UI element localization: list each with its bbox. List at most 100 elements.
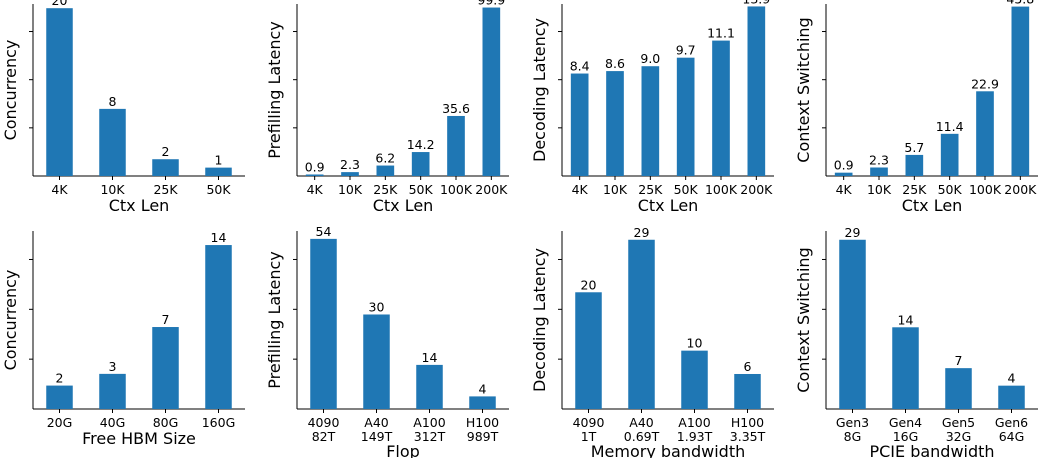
x-axis-label: Flop [386, 442, 420, 458]
bar [892, 327, 919, 409]
data-label: 8.4 [570, 59, 590, 74]
x-tick-label: 100K [440, 182, 473, 197]
data-label: 8.6 [605, 56, 625, 71]
bar [905, 154, 924, 176]
data-label: 7 [955, 353, 963, 368]
bar [641, 66, 660, 176]
bar [376, 165, 395, 176]
data-label: 2.3 [340, 157, 360, 172]
bar [363, 314, 390, 409]
x-tick-label: 25K [373, 182, 398, 197]
x-tick-label: 200K [475, 182, 508, 197]
x-tick-label: 80G [153, 415, 179, 430]
x-tick-label: 100K [705, 182, 738, 197]
x-tick-label: 10K [867, 182, 892, 197]
x-tick-label: 160G [202, 415, 236, 430]
data-label: 29 [845, 225, 861, 240]
x-tick-label: 0.69T [624, 429, 660, 444]
x-tick-label: 3.35T [730, 429, 766, 444]
x-tick-label: 64G [999, 429, 1025, 444]
bar [99, 108, 126, 176]
x-tick-label: 40G [100, 415, 126, 430]
bar [570, 73, 589, 176]
x-tick-label: 25K [902, 182, 927, 197]
x-tick-label: 25K [638, 182, 663, 197]
data-label: 2 [56, 371, 64, 386]
x-tick-label: Gen4 [889, 415, 922, 430]
bar [99, 373, 126, 409]
y-axis-label: Concurrency [1, 270, 20, 371]
x-tick-label: 989T [467, 429, 499, 444]
x-tick-label: 4K [307, 182, 324, 197]
y-axis-label: Prefilling Latency [265, 21, 284, 158]
data-label: 1 [215, 153, 223, 168]
x-tick-label: 4K [51, 182, 68, 197]
x-tick-label: 82T [312, 429, 336, 444]
x-axis-label: Free HBM Size [82, 429, 196, 448]
y-axis-label: Concurrency [1, 40, 20, 141]
data-label: 99.9 [477, 0, 505, 8]
data-label: 0.9 [834, 158, 854, 173]
bar [482, 7, 501, 176]
data-label: 2.3 [869, 152, 889, 167]
x-tick-label: Gen5 [942, 415, 975, 430]
data-label: 13.9 [742, 0, 770, 6]
bar [310, 238, 337, 409]
x-axis-label: PCIE bandwidth [869, 442, 994, 458]
panel-3: 8.4 4K 8.6 10K 9.0 25K 9.7 50K 11.1 100K 13.9 200K C… [530, 0, 774, 215]
bar [46, 385, 73, 409]
data-label: 3 [109, 359, 117, 374]
bar [46, 8, 73, 176]
bar [747, 6, 766, 177]
bar [152, 159, 179, 176]
y-axis-label: Decoding Latency [530, 18, 549, 162]
x-tick-label: 1.93T [677, 429, 713, 444]
bar [447, 115, 465, 176]
y-axis-label: Context Switching [794, 247, 813, 392]
x-tick-label: 4090 [308, 415, 340, 430]
x-tick-label: A40 [364, 415, 389, 430]
x-tick-label: 100K [969, 182, 1002, 197]
data-label: 4 [479, 381, 487, 396]
x-axis-label: Ctx Len [109, 196, 170, 215]
bar [870, 167, 888, 176]
data-label: 54 [316, 224, 332, 239]
bar [575, 292, 602, 409]
x-tick-label: 4090 [573, 415, 605, 430]
data-label: 2 [162, 144, 170, 159]
data-label: 7 [162, 312, 170, 327]
bar [1011, 6, 1030, 176]
data-label: 11.4 [936, 119, 964, 134]
bar [712, 40, 730, 176]
data-label: 20 [52, 0, 68, 8]
data-label: 8 [109, 94, 117, 109]
data-label: 29 [634, 225, 650, 240]
x-tick-label: 312T [414, 429, 446, 444]
x-tick-label: H100 [731, 415, 764, 430]
bar [734, 373, 761, 409]
x-tick-label: Gen3 [836, 415, 869, 430]
data-label: 22.9 [971, 76, 999, 91]
y-axis-label: Context Switching [794, 17, 813, 162]
bar [945, 368, 972, 409]
data-label: 35.6 [442, 101, 470, 116]
bar [628, 239, 655, 409]
bar [469, 396, 496, 409]
x-tick-label: 50K [938, 182, 963, 197]
x-tick-label: 10K [100, 182, 125, 197]
bar [676, 57, 695, 176]
x-axis-label: Ctx Len [902, 196, 963, 215]
bar [606, 71, 624, 176]
x-tick-label: 10K [338, 182, 363, 197]
bar [839, 239, 866, 409]
x-axis-label: Ctx Len [638, 196, 699, 215]
x-tick-label: 4K [836, 182, 853, 197]
bar [341, 172, 359, 176]
data-label: 11.1 [707, 26, 735, 41]
x-tick-label: A100 [413, 415, 445, 430]
x-tick-label: 25K [153, 182, 178, 197]
data-label: 5.7 [904, 140, 924, 155]
x-tick-label: 4K [572, 182, 589, 197]
bar [416, 364, 443, 409]
